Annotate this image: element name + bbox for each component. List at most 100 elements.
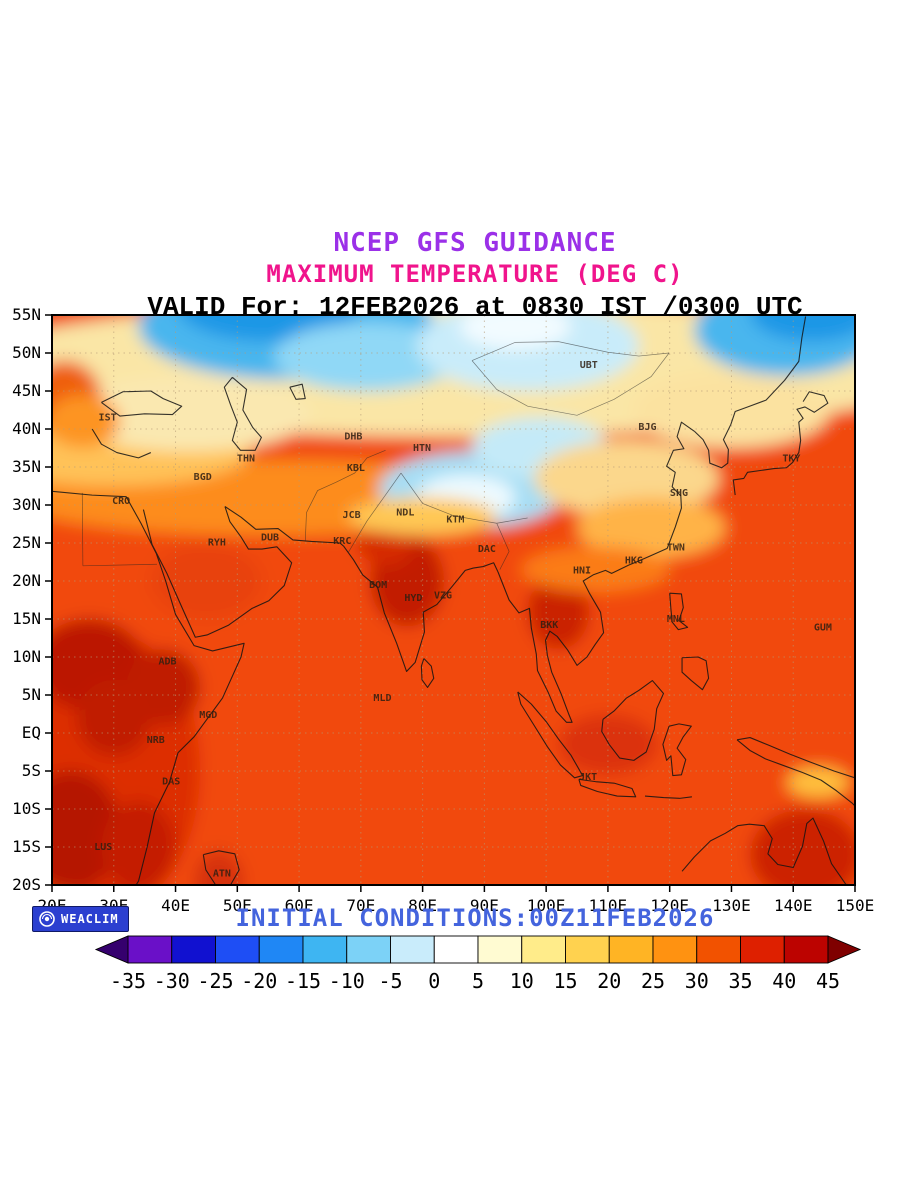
colorbar-segment — [127, 935, 173, 964]
field-title: MAXIMUM TEMPERATURE (DEG C) — [266, 260, 684, 288]
temperature-field — [52, 315, 855, 885]
y-axis-label: 15N — [12, 609, 41, 628]
colorbar-tick-label: 45 — [816, 969, 840, 993]
station-label: DAC — [478, 544, 496, 555]
initial-conditions-text: INITIAL CONDITIONS:00Z11FEB2026 — [235, 904, 715, 932]
x-axis-label: 100E — [527, 896, 566, 915]
x-axis-label: 110E — [589, 896, 628, 915]
field-blob — [750, 809, 855, 885]
field-blob — [533, 440, 720, 517]
y-axis-label: 35N — [12, 457, 41, 476]
y-axis-label: 20S — [12, 875, 41, 894]
station-label: MLD — [373, 693, 391, 704]
colorbar-segment — [258, 935, 304, 964]
field-blob — [750, 315, 855, 342]
colorbar-segment — [783, 935, 829, 964]
field-blob — [521, 546, 670, 593]
station-label: ADB — [158, 657, 176, 668]
colorbar-segment — [433, 935, 479, 964]
station-label: LUS — [94, 842, 112, 853]
colorbar-tick-label: 0 — [428, 969, 440, 993]
y-axis-label: 15S — [12, 837, 41, 856]
colorbar-tick-label: 25 — [641, 969, 665, 993]
colorbar-tick-label: 40 — [772, 969, 796, 993]
station-label: NDL — [396, 508, 414, 519]
station-label: KBL — [347, 463, 365, 474]
station-label: DAS — [162, 777, 180, 788]
field-blob — [52, 394, 120, 448]
station-label: TWN — [667, 543, 685, 554]
station-label: MNL — [667, 614, 685, 625]
y-axis-label: 20N — [12, 571, 41, 590]
station-label: KTM — [446, 514, 464, 525]
colorbar-segment — [171, 935, 216, 964]
x-axis-label: 70E — [346, 896, 375, 915]
colorbar-tick-label: -10 — [329, 969, 365, 993]
field-blob — [64, 375, 312, 452]
station-label: NRB — [147, 735, 165, 746]
weaclim-logo: WEACLIM — [32, 906, 129, 932]
station-label: DUB — [261, 533, 279, 544]
station-label: BJG — [638, 422, 656, 433]
colorbar-tick-label: -5 — [378, 969, 402, 993]
y-axis-label: 10N — [12, 647, 41, 666]
field-blob — [459, 315, 571, 350]
y-axis-label: 45N — [12, 381, 41, 400]
station-label: DHB — [344, 432, 362, 443]
y-axis-label: EQ — [22, 723, 41, 742]
weaclim-logo-text: WEACLIM — [61, 912, 119, 926]
field-blob — [787, 767, 849, 798]
y-axis-label: 10S — [12, 799, 41, 818]
station-label: CRO — [112, 496, 130, 507]
map-plot: UBT IST DHB HTN THN KBL BGD CRO JCB NDL KTM RYH DUB K… — [12, 305, 874, 915]
colorbar: -35 -30 -25 -20 -15 -10 -5 0 5 10 15 20 25 30 35 40 45 — [94, 935, 862, 993]
field-blob — [274, 322, 460, 391]
colorbar-tick-label: -30 — [154, 969, 190, 993]
weaclim-logo-icon — [39, 911, 55, 927]
y-axis-label: 5S — [22, 761, 41, 780]
station-label: HYD — [404, 593, 422, 604]
colorbar-segment — [740, 935, 785, 964]
colorbar-segment — [652, 935, 698, 964]
x-axis-label: 150E — [836, 896, 875, 915]
x-axis-label: 50E — [223, 896, 252, 915]
x-axis-label: 60E — [285, 896, 314, 915]
colorbar-segment — [696, 935, 741, 964]
field-blob — [194, 850, 244, 885]
model-title: NCEP GFS GUIDANCE — [333, 228, 617, 258]
colorbar-segment — [215, 935, 260, 964]
colorbar-tick-label: 35 — [728, 969, 752, 993]
y-axis-label: 50N — [12, 343, 41, 362]
colorbar-tick-label: -35 — [110, 969, 146, 993]
y-axis-label: 25N — [12, 533, 41, 552]
station-label: MGD — [199, 710, 217, 721]
colorbar-over-arrow — [827, 935, 862, 964]
station-label: UBT — [580, 360, 598, 371]
station-label: THN — [237, 454, 255, 465]
colorbar-tick-label: 20 — [597, 969, 621, 993]
x-axis-label: 120E — [650, 896, 689, 915]
coastlines — [52, 316, 855, 885]
colorbar-segment — [521, 935, 566, 964]
colorbar-tick-label: 5 — [472, 969, 484, 993]
x-axis-label: 140E — [774, 896, 813, 915]
graticule — [52, 315, 855, 885]
country-borders — [81, 341, 670, 570]
field-blob — [101, 801, 176, 885]
station-label: BKK — [540, 620, 558, 631]
station-label: JCB — [343, 510, 361, 521]
colorbar-segment — [608, 935, 654, 964]
x-axis-label: 130E — [712, 896, 751, 915]
colorbar-under-arrow — [94, 935, 129, 964]
y-axis-label: 40N — [12, 419, 41, 438]
title-block: NCEP GFS GUIDANCE MAXIMUM TEMPERATURE (D… — [10, 228, 900, 322]
station-label: BGD — [194, 472, 212, 483]
station-label: SHG — [670, 488, 688, 499]
colorbar-tick-label: -20 — [241, 969, 277, 993]
station-label: BOM — [369, 580, 387, 591]
station-label: HTN — [413, 443, 431, 454]
field-blob — [348, 497, 497, 536]
initial-conditions-line: INITIAL CONDITIONS:00Z11FEB2026 — [10, 904, 900, 932]
x-axis-label: 80E — [408, 896, 437, 915]
